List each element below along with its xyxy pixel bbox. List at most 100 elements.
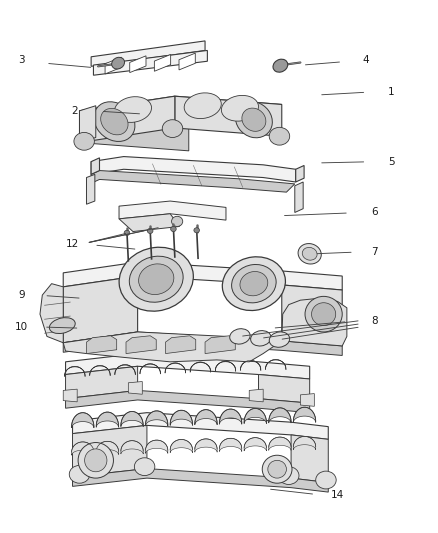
Ellipse shape bbox=[232, 264, 276, 303]
Ellipse shape bbox=[172, 216, 183, 227]
Polygon shape bbox=[282, 298, 347, 346]
Text: 5: 5 bbox=[388, 157, 394, 167]
Ellipse shape bbox=[74, 132, 94, 150]
Polygon shape bbox=[300, 393, 314, 406]
Text: 6: 6 bbox=[371, 207, 378, 217]
Ellipse shape bbox=[298, 244, 321, 264]
Polygon shape bbox=[240, 360, 261, 370]
Polygon shape bbox=[219, 438, 242, 451]
Polygon shape bbox=[126, 336, 156, 353]
Ellipse shape bbox=[240, 271, 268, 296]
Polygon shape bbox=[91, 158, 99, 174]
Polygon shape bbox=[90, 366, 110, 376]
Polygon shape bbox=[91, 171, 295, 192]
Polygon shape bbox=[215, 361, 236, 372]
Text: 4: 4 bbox=[362, 55, 369, 65]
Ellipse shape bbox=[311, 303, 336, 326]
Polygon shape bbox=[128, 382, 142, 394]
Polygon shape bbox=[145, 411, 168, 426]
Ellipse shape bbox=[85, 449, 107, 472]
Ellipse shape bbox=[305, 296, 342, 332]
Polygon shape bbox=[96, 441, 119, 455]
Ellipse shape bbox=[148, 228, 153, 233]
Polygon shape bbox=[244, 438, 266, 451]
Polygon shape bbox=[293, 407, 316, 423]
Polygon shape bbox=[121, 411, 143, 427]
Polygon shape bbox=[66, 390, 310, 413]
Polygon shape bbox=[175, 96, 282, 136]
Polygon shape bbox=[63, 276, 138, 343]
Polygon shape bbox=[73, 425, 147, 477]
Polygon shape bbox=[121, 441, 143, 454]
Ellipse shape bbox=[114, 96, 152, 123]
Ellipse shape bbox=[268, 461, 286, 478]
Ellipse shape bbox=[269, 127, 290, 145]
Polygon shape bbox=[195, 439, 217, 452]
Polygon shape bbox=[140, 364, 160, 374]
Polygon shape bbox=[71, 413, 94, 428]
Polygon shape bbox=[80, 111, 189, 151]
Ellipse shape bbox=[316, 471, 336, 489]
Polygon shape bbox=[295, 182, 303, 213]
Text: 10: 10 bbox=[15, 322, 28, 332]
Ellipse shape bbox=[101, 108, 128, 135]
Polygon shape bbox=[195, 410, 217, 425]
Polygon shape bbox=[91, 157, 296, 182]
Ellipse shape bbox=[269, 332, 290, 348]
Polygon shape bbox=[66, 366, 138, 399]
Ellipse shape bbox=[273, 59, 288, 72]
Polygon shape bbox=[296, 165, 304, 182]
Ellipse shape bbox=[221, 95, 258, 121]
Polygon shape bbox=[93, 51, 207, 75]
Polygon shape bbox=[73, 413, 328, 439]
Polygon shape bbox=[165, 363, 186, 373]
Polygon shape bbox=[282, 285, 342, 346]
Polygon shape bbox=[91, 41, 205, 66]
Polygon shape bbox=[258, 375, 310, 403]
Polygon shape bbox=[63, 332, 342, 356]
Polygon shape bbox=[86, 336, 117, 353]
Ellipse shape bbox=[194, 228, 199, 233]
Polygon shape bbox=[63, 332, 282, 362]
Polygon shape bbox=[269, 408, 291, 423]
Polygon shape bbox=[119, 201, 226, 220]
Polygon shape bbox=[63, 262, 342, 290]
Polygon shape bbox=[130, 56, 146, 72]
Polygon shape bbox=[244, 408, 266, 424]
Ellipse shape bbox=[302, 247, 317, 260]
Polygon shape bbox=[115, 365, 135, 375]
Ellipse shape bbox=[138, 264, 174, 295]
Ellipse shape bbox=[230, 329, 250, 344]
Text: 9: 9 bbox=[18, 290, 25, 300]
Text: 1: 1 bbox=[388, 87, 394, 97]
Polygon shape bbox=[170, 410, 192, 425]
Polygon shape bbox=[154, 54, 171, 71]
Ellipse shape bbox=[279, 467, 299, 484]
Ellipse shape bbox=[251, 330, 271, 346]
Text: 12: 12 bbox=[66, 239, 79, 249]
Polygon shape bbox=[63, 389, 77, 402]
Polygon shape bbox=[249, 389, 263, 402]
Polygon shape bbox=[190, 362, 211, 372]
Polygon shape bbox=[145, 440, 168, 454]
Text: 7: 7 bbox=[371, 247, 378, 257]
Polygon shape bbox=[265, 359, 286, 369]
Text: 3: 3 bbox=[18, 55, 25, 65]
Polygon shape bbox=[66, 353, 310, 379]
Polygon shape bbox=[96, 412, 119, 427]
Ellipse shape bbox=[78, 442, 113, 478]
Ellipse shape bbox=[262, 455, 292, 483]
Polygon shape bbox=[205, 336, 235, 353]
Ellipse shape bbox=[124, 230, 130, 236]
Polygon shape bbox=[73, 469, 328, 492]
Ellipse shape bbox=[242, 108, 266, 131]
Text: 14: 14 bbox=[331, 490, 344, 500]
Ellipse shape bbox=[129, 256, 183, 302]
Polygon shape bbox=[40, 284, 63, 343]
Text: 2: 2 bbox=[71, 106, 78, 116]
Ellipse shape bbox=[112, 58, 124, 69]
Polygon shape bbox=[65, 366, 85, 376]
Polygon shape bbox=[293, 437, 316, 450]
Ellipse shape bbox=[184, 93, 221, 118]
Ellipse shape bbox=[223, 257, 286, 311]
